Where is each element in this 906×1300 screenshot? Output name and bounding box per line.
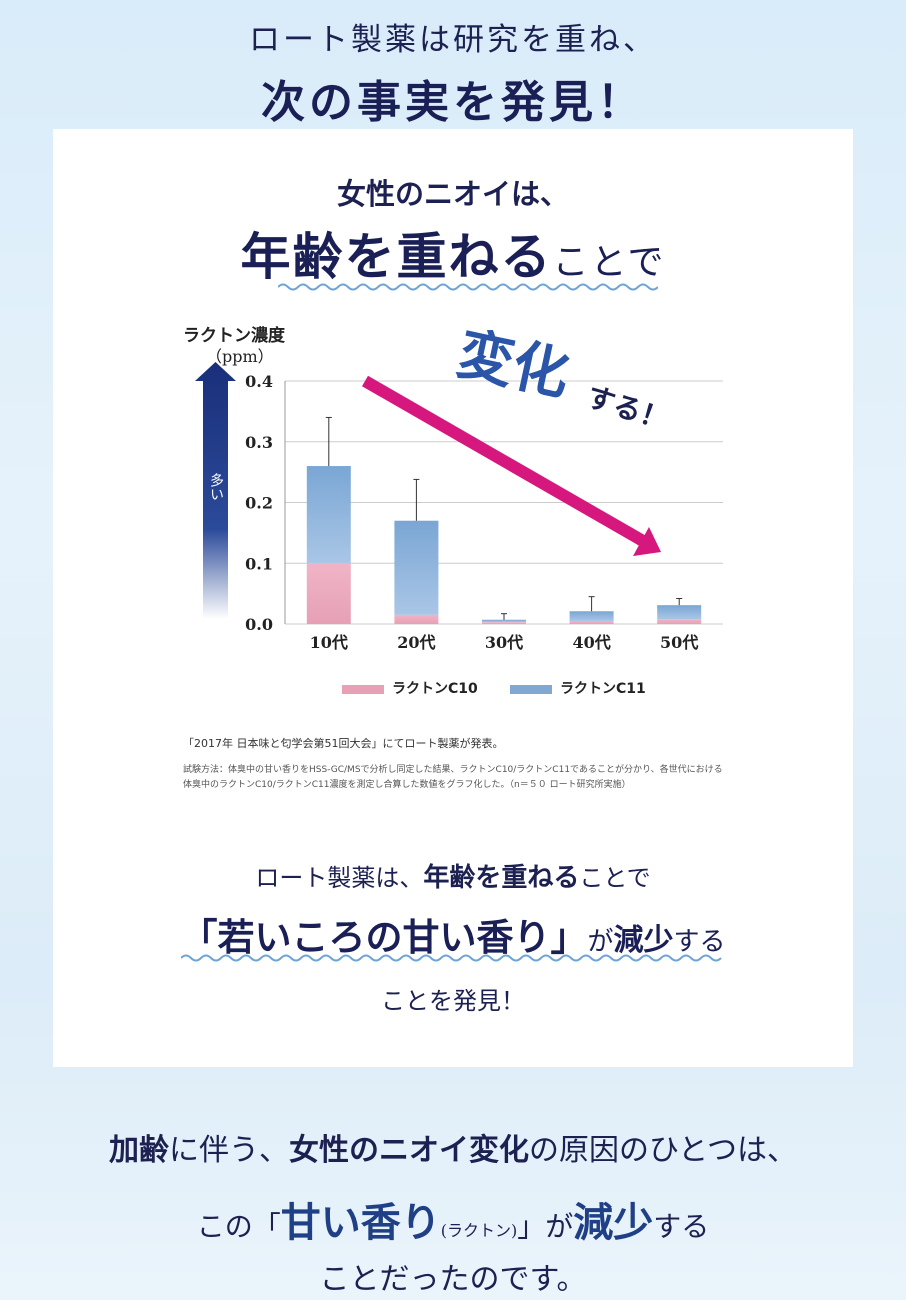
- header-line2: 次の事実を発見！: [261, 77, 645, 128]
- conclusion-line2-d: する: [673, 927, 726, 957]
- bar-chart: 多い 0.4 0.3 0.2 0.1 0.0 10代 20代 30代 40代 50代: [195, 362, 723, 652]
- bottom-line1-a: 加齢: [109, 1133, 170, 1168]
- conclusion-line1-a: ロート製薬は、: [255, 864, 424, 892]
- bar-c10-10代: [306, 563, 351, 624]
- y-arrow-label: 多い: [208, 472, 224, 501]
- bar-c10-50代: [657, 619, 702, 624]
- x-tick-label: 30代: [485, 633, 523, 652]
- header-line1: ロート製薬は研究を重ね、: [249, 22, 657, 58]
- bar-c11-50代: [657, 605, 702, 620]
- legend-c11-label: ラクトンC11: [560, 681, 646, 697]
- x-tick-label: 50代: [660, 633, 698, 652]
- henka-big: 変化: [451, 320, 576, 409]
- conclusion-line2-a: 「若いころの甘い香り」: [180, 915, 588, 959]
- conclusion-line2-c: 減少: [613, 923, 674, 958]
- bottom-line1: 加齢に伴う、女性のニオイ変化の原因のひとつは、: [0, 1125, 906, 1169]
- legend-c10-swatch: [342, 684, 384, 694]
- bar-group: [306, 416, 702, 624]
- y-tick-label: 0.4: [245, 372, 273, 391]
- bottom-line1-b: に伴う、: [169, 1133, 290, 1168]
- legend-c11-swatch: [510, 684, 552, 694]
- card-title-rest: ことで: [552, 242, 666, 283]
- conclusion-line1: ロート製薬は、年齢を重ねることで: [53, 857, 853, 894]
- conclusion-line3: ことを発見！: [381, 987, 525, 1015]
- bottom-line2-a: この「: [196, 1210, 281, 1243]
- y-axis-unit: （ppm）: [206, 347, 274, 366]
- y-tick-label: 0.1: [245, 554, 273, 573]
- conclusion-wave-decoration: [181, 954, 722, 962]
- conclusion-line1-c: ことで: [579, 864, 651, 892]
- bar-c11-30代: [482, 619, 526, 623]
- bar-c10-20代: [394, 614, 439, 624]
- method-note: 試験方法：体臭中の甘い香りをHSS-GC/MSで分析し同定した結果、ラクトンC1…: [183, 765, 723, 790]
- x-tick-label: 10代: [310, 633, 348, 652]
- bottom-line1-c: 女性のニオイ変化: [289, 1133, 530, 1168]
- card-subtitle: 女性のニオイは、: [336, 177, 569, 211]
- card-title: 年齢を重ねることで: [53, 217, 853, 289]
- trend-arrow: [362, 375, 661, 556]
- x-tick-label: 20代: [397, 633, 435, 652]
- x-tick-label: 40代: [572, 633, 610, 652]
- legend-c11: ラクトンC11: [510, 678, 646, 698]
- bar-c11-20代: [394, 520, 439, 615]
- bottom-line2-c: (ラクトン): [440, 1221, 518, 1240]
- legend-c10-label: ラクトンC10: [392, 681, 478, 697]
- bar-c10-30代: [482, 622, 526, 624]
- bar-c10-40代: [569, 620, 614, 624]
- conclusion-line2: 「若いころの甘い香り」が減少する: [53, 907, 853, 961]
- bottom-line2: この「甘い香り(ラクトン)」が減少する: [0, 1190, 906, 1248]
- y-axis-label: ラクトン濃度: [183, 326, 285, 346]
- title-wave-decoration: [278, 283, 658, 291]
- y-tick-label: 0.0: [245, 615, 273, 634]
- bottom-line2-b: 甘い香り: [280, 1199, 441, 1246]
- conclusion-line2-b: が: [587, 927, 614, 957]
- bar-c11-40代: [569, 611, 614, 621]
- bar-c11-10代: [306, 466, 351, 564]
- bottom-line2-e: 減少: [573, 1199, 654, 1246]
- chart-card: 女性のニオイは、 年齢を重ねることで ラクトン濃度 （ppm） 多い: [53, 129, 853, 1067]
- x-tick-labels: 10代 20代 30代 40代 50代: [310, 633, 699, 652]
- card-title-strong: 年齢を重ねる: [240, 227, 553, 286]
- y-tick-label: 0.2: [245, 494, 273, 513]
- bottom-line2-f: する: [653, 1210, 710, 1243]
- bottom-line2-d: 」が: [517, 1210, 574, 1243]
- source-note: 「2017年 日本味と匂学会第51回大会」にてロート製薬が発表。: [183, 737, 504, 750]
- y-axis-up-arrow: [195, 362, 236, 619]
- y-tick-label: 0.3: [245, 433, 273, 452]
- henka-callout: 変化 する！: [452, 309, 698, 449]
- y-tick-labels: 0.4 0.3 0.2 0.1 0.0: [245, 372, 273, 634]
- bottom-line3: ことだったのです。: [319, 1262, 587, 1297]
- bottom-line1-d: の原因のひとつは、: [529, 1133, 797, 1168]
- conclusion-line1-b: 年齢を重ねる: [423, 863, 580, 893]
- legend-c10: ラクトンC10: [342, 678, 478, 698]
- henka-rest: する！: [582, 379, 673, 438]
